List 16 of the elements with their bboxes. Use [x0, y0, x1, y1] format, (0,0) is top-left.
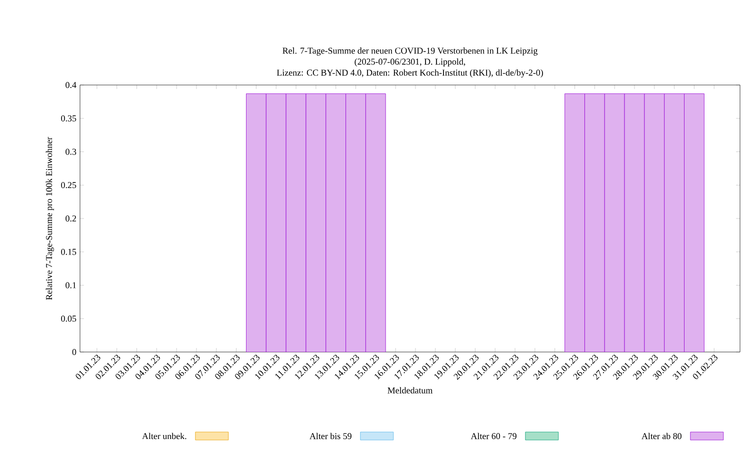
y-tick-label: 0.2 [66, 215, 76, 222]
y-tick-label: 0.25 [61, 182, 76, 188]
y-tick-label: 0.1 [66, 282, 76, 288]
y-tick-label: 0 [72, 348, 76, 356]
y-axis-title: Relative 7-Tage-Summe pro 100k Einwohner [46, 136, 54, 300]
y-tick-label: 0.35 [61, 115, 76, 122]
y-tick-label: 0.05 [61, 316, 76, 322]
legend-label: Alter unbek. [142, 432, 186, 440]
chart-title: Rel. 7-Tage-Summe der neuen COVID-19 Verstorbenen in LK Leipzig (2025-07-06/2301, D. Lippold, Lizenz: CC BY-ND 4.0, Daten: Robert Koch-Institut (RKI), dl-de/by-2-0) [276, 47, 543, 78]
legend-label: Alter ab 80 [642, 432, 682, 440]
x-axis-title: Meldedatum [388, 387, 433, 394]
y-tick-label: 0.4 [66, 82, 76, 88]
legend-label: Alter bis 59 [310, 432, 352, 440]
y-tick-label: 0.3 [66, 148, 76, 155]
y-tick-label: 0.15 [61, 248, 76, 255]
legend-label: Alter 60 - 79 [470, 432, 516, 440]
